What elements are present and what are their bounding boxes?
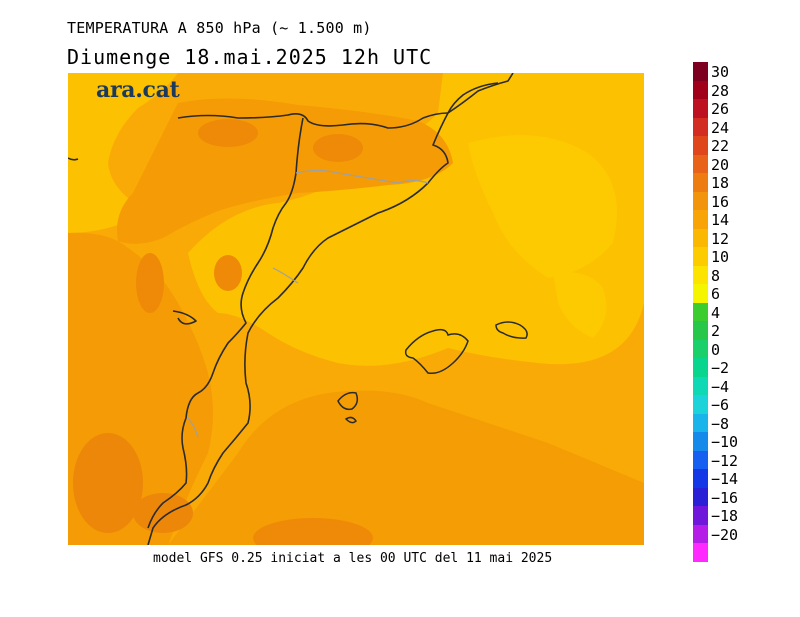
balearic-islands (337, 321, 528, 424)
province-border-3 (187, 417, 199, 439)
colorbar-segment (693, 302, 708, 321)
colorbar-segment (693, 265, 708, 284)
colorbar-tick-label: 28 (711, 81, 730, 100)
colorbar-segment (693, 154, 708, 173)
hot-core-southwest-2 (133, 493, 193, 533)
colorbar-segment (693, 524, 708, 543)
colorbar-tick-label: 24 (711, 118, 730, 137)
coastline-france (447, 82, 499, 114)
province-borders (187, 169, 429, 439)
island-menorca (495, 321, 528, 339)
colorbar-tick-label: 20 (711, 155, 730, 174)
warm-zone-south (168, 390, 644, 545)
colorbar-segment (693, 173, 708, 192)
colorbar-tick-label: 0 (711, 340, 721, 359)
colorbar-tick-label: −6 (711, 396, 730, 414)
coast-north-segment (68, 157, 79, 161)
colorbar-tick-label: −12 (711, 451, 739, 470)
colorbar-segment (693, 413, 708, 432)
colorbar-segment (693, 62, 708, 81)
hot-core-center (214, 255, 242, 291)
colorbar-segment (693, 506, 708, 525)
colorbar-tick-label: 4 (711, 303, 721, 322)
colorbar-tick-label: −14 (711, 470, 739, 488)
temperature-map-svg (68, 73, 644, 545)
coastline-east-iberia (147, 73, 514, 545)
colorbar-segment (693, 450, 708, 469)
island-ibiza (337, 391, 359, 411)
coastlines (68, 73, 514, 545)
colorbar-segment (693, 247, 708, 266)
cool-zone-sea (468, 135, 618, 278)
colorbar-segment (693, 339, 708, 358)
colorbar-segment (693, 487, 708, 506)
colorbar-tick-label: 12 (711, 229, 730, 248)
hot-core-north-2 (313, 134, 363, 162)
temperature-map: ara.cat (68, 73, 644, 545)
colorbar-segment (693, 210, 708, 229)
colorbar-tick-label: −20 (711, 525, 739, 544)
colorbar-segment (693, 358, 708, 377)
colorbar-tick-label: −18 (711, 507, 739, 525)
colorbar-tick-label: −2 (711, 359, 730, 377)
colorbar-segment (693, 543, 708, 562)
colorbar-segment (693, 395, 708, 414)
colorbar-segment (693, 191, 708, 210)
colorbar-segment (693, 117, 708, 136)
colorbar-tick-label: 26 (711, 100, 730, 118)
colorbar-tick-label: 22 (711, 137, 730, 155)
colorbar-segment (693, 228, 708, 247)
hot-core-south (253, 518, 373, 545)
temperature-colorbar (693, 62, 708, 562)
model-info-footer: model GFS 0.25 iniciat a les 00 UTC del … (153, 551, 553, 566)
colorbar-segment (693, 284, 708, 303)
colorbar-segment (693, 99, 708, 118)
ara-cat-logo: ara.cat (96, 77, 180, 103)
hot-core-southwest (73, 433, 143, 533)
colorbar-tick-label: 18 (711, 174, 730, 192)
province-border-2 (272, 267, 299, 284)
province-border-1 (295, 169, 399, 184)
colorbar-segment (693, 432, 708, 451)
colorbar-tick-label: 8 (711, 266, 721, 285)
cool-zone-east-cape (553, 272, 607, 338)
colorbar-tick-label: 14 (711, 211, 730, 229)
province-border-4 (397, 179, 429, 184)
border-spain-france (177, 112, 449, 129)
cool-zone-northwest (68, 73, 178, 233)
colorbar-tick-label: 30 (711, 63, 730, 81)
colorbar-segment (693, 136, 708, 155)
colorbar-segment (693, 80, 708, 99)
colorbar-segment (693, 321, 708, 340)
colorbar-segment (693, 469, 708, 488)
colorbar-tick-label: −8 (711, 414, 730, 433)
island-formentera (344, 416, 357, 424)
small-inlet (172, 310, 197, 325)
colorbar-tick-label: 2 (711, 322, 721, 340)
colorbar-tick-label: 16 (711, 192, 730, 211)
map-subtitle-date: Diumenge 18.mai.2025 12h UTC (67, 45, 433, 69)
colorbar-tick-label: −16 (711, 488, 739, 507)
colorbar-tick-label: 6 (711, 285, 721, 303)
colorbar-tick-label: −10 (711, 433, 739, 451)
map-title: TEMPERATURA A 850 hPa (~ 1.500 m) (67, 19, 372, 37)
colorbar-tick-label: −4 (711, 377, 730, 396)
island-mallorca (404, 328, 469, 375)
hot-core-north-1 (198, 119, 258, 147)
colorbar-segment (693, 376, 708, 395)
hot-core-west (136, 253, 164, 313)
colorbar-tick-label: 10 (711, 248, 730, 266)
border-catalonia-aragon (147, 117, 304, 529)
